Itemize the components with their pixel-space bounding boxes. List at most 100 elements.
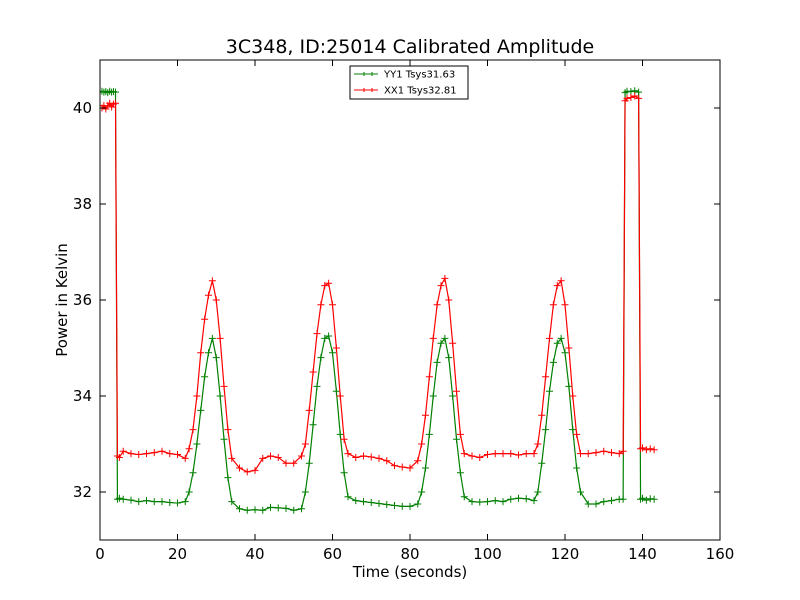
data-point-marker: [329, 349, 336, 357]
series-yy1: [100, 87, 658, 514]
legend-label-yy1: YY1 Tsys31.63: [383, 70, 455, 81]
chart-title: 3C348, ID:25014 Calibrated Amplitude: [226, 36, 594, 58]
data-point-marker: [546, 387, 553, 395]
data-point-marker: [515, 451, 522, 459]
data-point-marker: [623, 94, 631, 102]
data-point-marker: [391, 501, 398, 509]
x-axis-label: Time (seconds): [352, 563, 468, 581]
data-point-marker: [317, 354, 325, 362]
data-point-marker: [150, 449, 158, 457]
data-point-marker: [185, 488, 193, 496]
data-point-marker: [441, 334, 449, 342]
data-point-marker: [298, 452, 305, 460]
data-point-marker: [631, 92, 639, 100]
data-point-marker: [282, 459, 290, 467]
data-point-marker: [313, 382, 321, 390]
data-point-marker: [425, 373, 433, 381]
data-point-marker: [205, 291, 212, 299]
data-point-marker: [205, 349, 212, 357]
data-point-marker: [561, 349, 569, 357]
legend-label-xx1: XX1 Tsys32.81: [384, 86, 457, 97]
data-point-marker: [592, 500, 600, 508]
data-point-marker: [332, 344, 340, 352]
series-xx1: [100, 92, 658, 476]
data-point-marker: [549, 358, 557, 366]
ticks-layer: 0 20 40 60 80 100 120 140 160 32 34 36 38 40: [73, 60, 734, 563]
data-point-marker: [445, 354, 453, 362]
data-point-marker: [600, 498, 608, 506]
data-point-marker: [639, 444, 646, 452]
data-point-marker: [425, 430, 433, 438]
data-point-marker: [542, 373, 550, 381]
data-point-marker: [119, 495, 127, 503]
data-point-marker: [305, 406, 313, 414]
data-point-marker: [538, 459, 546, 467]
data-point-marker: [553, 339, 561, 347]
x-tick-label: 160: [706, 545, 735, 563]
data-point-marker: [538, 411, 546, 419]
data-point-marker: [220, 382, 228, 390]
y-tick-label: 34: [73, 387, 92, 405]
data-point-marker: [608, 449, 615, 457]
data-point-marker: [201, 373, 209, 381]
data-point-marker: [635, 94, 643, 102]
data-point-marker: [115, 494, 123, 502]
data-point-marker: [422, 464, 429, 472]
data-point-marker: [468, 452, 476, 460]
data-point-marker: [573, 430, 581, 438]
data-point-marker: [650, 446, 658, 454]
data-point-marker: [569, 426, 577, 434]
data-point-marker: [321, 282, 329, 290]
data-point-marker: [174, 499, 181, 507]
data-point-marker: [557, 334, 565, 342]
data-point-marker: [208, 277, 216, 285]
series-line: [101, 90, 655, 511]
data-point-marker: [259, 454, 267, 462]
data-point-marker: [336, 430, 344, 438]
data-point-marker: [429, 334, 437, 342]
x-tick-label: 60: [323, 545, 342, 563]
data-point-marker: [150, 498, 158, 506]
data-point-marker: [491, 450, 499, 458]
data-point-marker: [437, 282, 445, 290]
data-point-marker: [627, 93, 635, 101]
data-point-marker: [112, 99, 119, 107]
data-point-marker: [340, 435, 348, 443]
data-point-marker: [592, 449, 600, 457]
legend-entry-yy1: YY1 Tsys31.63: [354, 70, 455, 81]
data-point-marker: [158, 498, 166, 506]
data-point-marker: [453, 387, 460, 395]
data-point-marker: [460, 493, 468, 501]
data-point-marker: [236, 505, 243, 513]
data-point-marker: [189, 469, 197, 477]
data-point-marker: [449, 339, 457, 347]
data-point-marker: [375, 500, 383, 508]
legend-marker-yy1: [362, 72, 374, 76]
data-point-marker: [135, 451, 143, 459]
data-point-marker: [332, 387, 340, 395]
data-point-marker: [530, 497, 538, 505]
data-point-marker: [476, 498, 484, 506]
data-point-marker: [375, 454, 383, 462]
data-point-marker: [406, 464, 414, 472]
data-point-marker: [367, 499, 375, 507]
x-tick-label: 0: [95, 545, 105, 563]
data-point-marker: [325, 332, 333, 340]
data-point-marker: [360, 452, 367, 460]
data-point-marker: [642, 446, 650, 454]
data-point-marker: [352, 453, 360, 461]
data-point-marker: [127, 496, 135, 504]
x-tick-label: 40: [245, 545, 264, 563]
data-point-marker: [340, 469, 348, 477]
data-point-marker: [565, 382, 573, 390]
y-tick-label: 32: [73, 483, 92, 501]
data-point-marker: [530, 450, 538, 458]
data-point-marker: [135, 498, 143, 506]
data-point-marker: [158, 447, 166, 455]
data-point-marker: [290, 459, 298, 467]
data-point-marker: [584, 450, 592, 458]
data-point-marker: [243, 468, 251, 476]
data-point-marker: [546, 334, 553, 342]
data-point-marker: [174, 451, 181, 459]
data-point-marker: [309, 421, 317, 429]
